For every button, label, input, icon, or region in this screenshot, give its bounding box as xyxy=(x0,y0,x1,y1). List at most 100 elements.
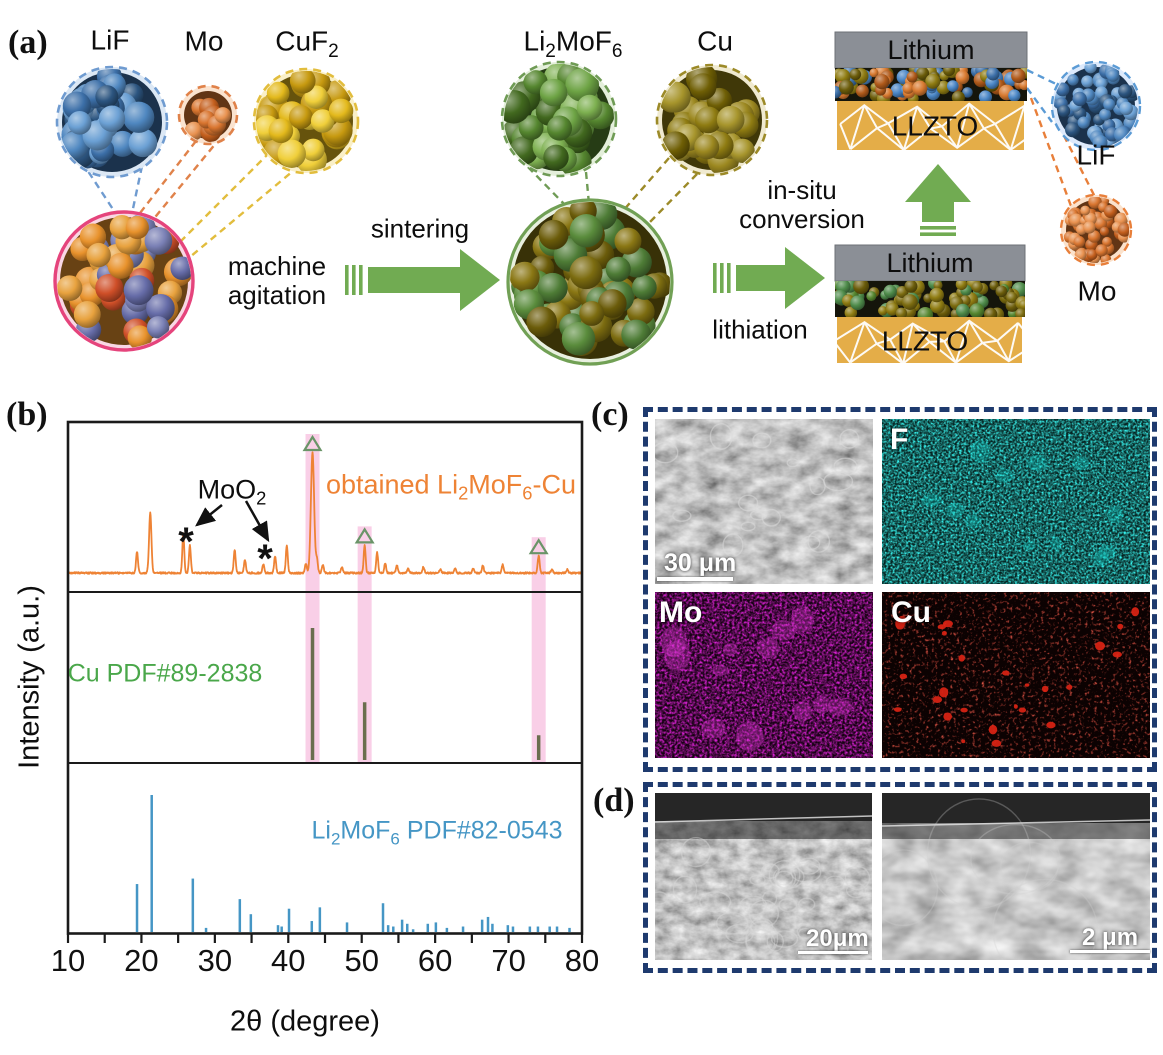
mo-cluster xyxy=(177,84,239,146)
mixture-cluster xyxy=(53,210,195,352)
label-li2mof6: Li2MoF6 xyxy=(523,25,623,63)
callout-cone-line xyxy=(169,151,271,253)
sintered-cluster xyxy=(506,198,674,366)
scale-bar-20um xyxy=(798,951,868,954)
scale-text-30um: 30 μm xyxy=(664,549,737,577)
xrd-trace-obtained xyxy=(67,451,583,575)
lithiated-interface-stack xyxy=(834,244,1026,363)
lif-cluster xyxy=(55,65,169,179)
converted-interface-stack xyxy=(834,31,1028,150)
map-label-f: F xyxy=(890,423,909,456)
callout-cone-line xyxy=(527,166,568,208)
callout-cone-line xyxy=(647,173,698,225)
callout-cone-line xyxy=(183,165,300,263)
cu-highlight-band xyxy=(305,434,320,763)
panel-label-c: (c) xyxy=(591,396,629,433)
conversion-arrow xyxy=(905,164,971,236)
d2-interlayer-band xyxy=(882,823,1150,839)
y-axis-label: Intensity (a.u.) xyxy=(13,585,46,769)
panel-label-a: (a) xyxy=(8,24,48,61)
d1-surface-line xyxy=(655,815,872,823)
label-lif: LiF xyxy=(90,24,130,56)
label-llzto-bottom: LLZTO xyxy=(881,325,969,357)
label-mo-product: Mo xyxy=(1077,275,1117,307)
panel-c-box xyxy=(643,407,1157,772)
callout-cone-line xyxy=(129,165,144,219)
d2-surface-line xyxy=(882,819,1150,827)
x-tick-label: 10 xyxy=(51,943,85,978)
x-tick-label: 60 xyxy=(418,943,452,978)
d1-interlayer-band xyxy=(655,821,872,839)
mo-map-blobs xyxy=(660,606,853,752)
scale-bar-30um xyxy=(657,577,733,581)
d2-grain-outlines xyxy=(882,798,1099,960)
series-label-li2mof6-pdf: Li2MoF6 PDF#82-0543 xyxy=(311,816,563,849)
scale-text-2um: 2 μm xyxy=(1082,924,1139,951)
lif-product-cluster xyxy=(1050,60,1142,152)
x-tick-label: 50 xyxy=(344,943,378,978)
sem-image-surface xyxy=(655,419,873,584)
panel-b-xrd-chart: 10 20 30 40 50 60 70 80 xyxy=(51,420,599,978)
label-llzto-top: LLZTO xyxy=(891,110,979,142)
eds-map-mo xyxy=(655,592,873,758)
callout-cone-line xyxy=(621,157,670,213)
x-tick-label: 20 xyxy=(124,943,158,978)
scale-bar-2um xyxy=(1070,950,1150,953)
impurity-asterisk-2: * xyxy=(257,536,273,581)
label-cuf2: CuF2 xyxy=(275,25,339,63)
callout-cone-line xyxy=(1026,68,1057,86)
moo2-annotation-arrow xyxy=(195,504,223,527)
cu-map-dots xyxy=(893,607,1140,747)
eds-map-cu xyxy=(882,592,1150,758)
label-cu: Cu xyxy=(697,25,733,57)
sintering-arrow xyxy=(345,249,500,311)
cu-cluster xyxy=(655,63,769,177)
f-map-noise xyxy=(882,419,1150,584)
series-label-obtained: obtained Li2MoF6-Cu xyxy=(325,469,577,504)
label-in-situ-conversion: in-situ conversion xyxy=(739,174,865,234)
moo2-annotation-arrow xyxy=(244,500,270,543)
label-lif-product: LiF xyxy=(1076,139,1116,171)
scale-text-20um: 20μm xyxy=(806,925,869,952)
cu-map-noise xyxy=(882,592,1150,758)
cu-peak-triangle-marker xyxy=(354,527,375,544)
lithiation-arrow xyxy=(713,247,825,309)
d2-top-dark-band xyxy=(882,793,1150,823)
map-label-cu: Cu xyxy=(891,596,931,629)
label-machine-agitation: machine agitation xyxy=(227,250,327,310)
x-tick-label: 80 xyxy=(565,943,599,978)
label-sintering: sintering xyxy=(370,213,470,244)
cu-peak-triangle-marker xyxy=(302,434,323,452)
panel-a-schematic xyxy=(53,31,1142,366)
sem-cross-section-high-mag xyxy=(882,793,1150,960)
callout-cone-line xyxy=(1026,87,1053,123)
x-tick-label: 30 xyxy=(198,943,232,978)
mo-product-cluster xyxy=(1059,193,1133,267)
label-mo: Mo xyxy=(184,25,224,57)
impurity-asterisk-1: * xyxy=(178,519,194,564)
d1-grain-outlines xyxy=(655,836,871,958)
lithium-bar xyxy=(834,244,1026,282)
x-tick-label: 40 xyxy=(271,943,305,978)
li2mof6-cluster xyxy=(500,60,618,178)
label-lithium-bottom: Lithium xyxy=(886,247,974,278)
sem-grain-outlines xyxy=(655,423,860,558)
llzto-mesh xyxy=(837,319,1022,363)
series-label-cu-pdf: Cu PDF#89-2838 xyxy=(67,659,263,688)
x-tick-label: 70 xyxy=(491,943,525,978)
llzto-mesh xyxy=(839,102,1024,150)
callout-cone-line xyxy=(146,136,222,228)
panel-d-box xyxy=(643,782,1157,973)
label-lithium-top: Lithium xyxy=(887,34,975,65)
cuf2-cluster xyxy=(252,67,360,175)
annotation-moo2: MoO2 xyxy=(197,474,267,509)
sem-cross-section-low-mag xyxy=(655,793,872,960)
callout-cone-line xyxy=(132,140,197,223)
plot-frame xyxy=(66,420,584,935)
sem-noise xyxy=(655,419,873,584)
cu-highlight-band xyxy=(357,526,372,763)
eds-map-f xyxy=(882,419,1150,584)
f-map-blobs xyxy=(921,440,1124,567)
map-label-mo: Mo xyxy=(659,596,703,629)
